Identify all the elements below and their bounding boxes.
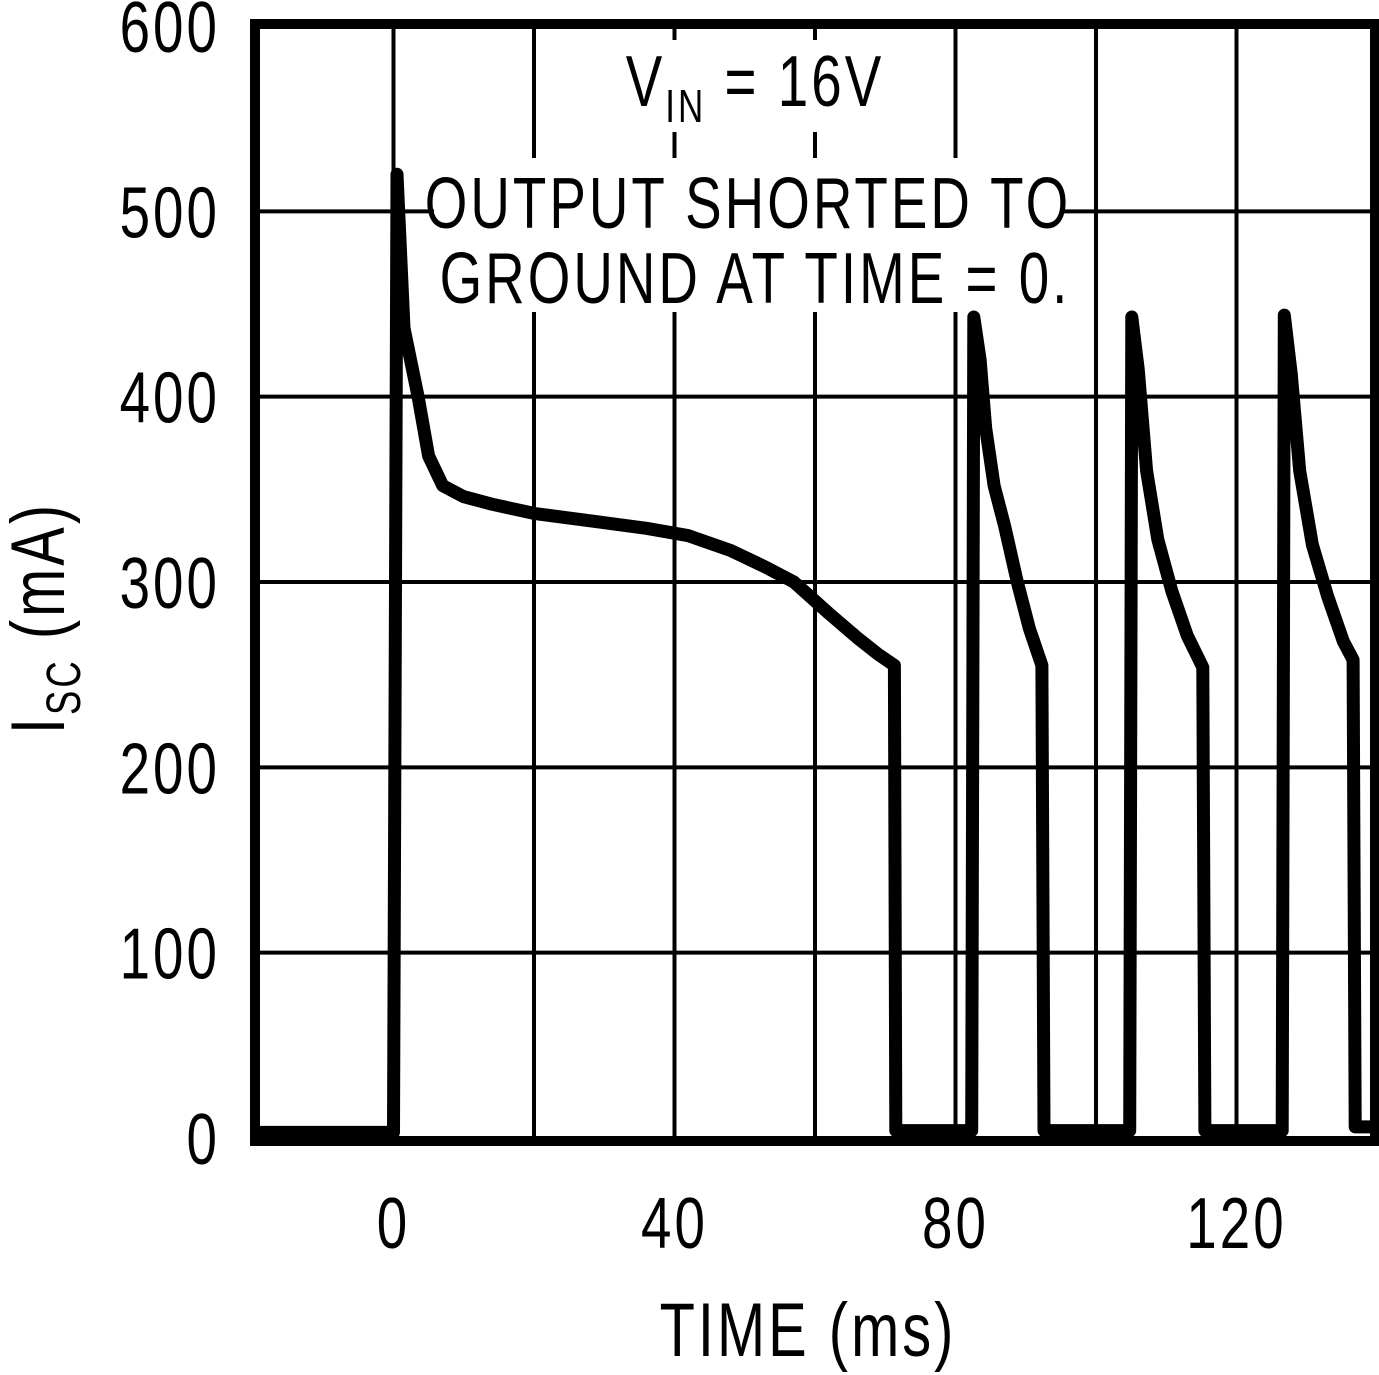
y-tick-label: 400 xyxy=(120,357,220,438)
x-tick-label: 120 xyxy=(1186,1183,1286,1264)
plot-border xyxy=(250,19,1379,1146)
y-tick-label: 500 xyxy=(120,172,220,253)
x-tick-label: 0 xyxy=(377,1183,410,1264)
y-tick-label: 0 xyxy=(187,1099,220,1180)
y-tick-label: 100 xyxy=(120,913,220,994)
annotation-mask xyxy=(434,158,1064,236)
y-axis-title: ISC (mA) xyxy=(0,502,91,734)
y-tick-label: 300 xyxy=(120,543,220,624)
annotation-mask xyxy=(592,40,918,132)
annotation-mask xyxy=(434,236,1080,312)
x-tick-label: 40 xyxy=(641,1183,708,1264)
y-tick-label: 200 xyxy=(120,728,220,809)
annotation-shorted2: GROUND AT TIME = 0. xyxy=(440,238,1071,319)
y-tick-label: 600 xyxy=(120,0,220,68)
annotation-vin: VIN = 16V xyxy=(626,41,885,132)
x-axis-title: TIME (ms) xyxy=(660,1288,957,1372)
isc-trace xyxy=(253,167,1377,1139)
annotation-shorted1: OUTPUT SHORTED TO xyxy=(425,163,1072,244)
x-tick-label: 80 xyxy=(922,1183,989,1264)
